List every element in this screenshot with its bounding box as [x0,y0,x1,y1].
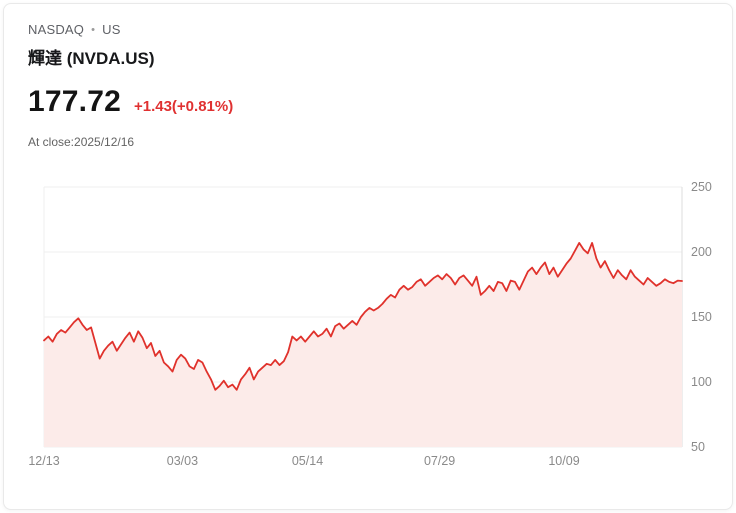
price-change: +1.43(+0.81%) [133,98,234,115]
y-axis-tick-label: 250 [691,180,712,194]
exchange-row: NASDAQ • US [28,22,708,37]
x-axis-tick-label: 03/03 [167,454,198,468]
y-axis-tick-label: 50 [691,440,705,454]
stock-title: 輝達 (NVDA.US) [28,49,155,68]
last-price: 177.72 [28,85,121,118]
as-of-note: At close:2025/12/16 [28,135,135,149]
price-line [43,242,683,391]
x-axis-tick-label: 05/14 [292,454,323,468]
exchange-label: NASDAQ [28,22,85,37]
x-axis-tick-label: 07/29 [424,454,455,468]
stock-quote-card: NASDAQ • US 輝達 (NVDA.US) 177.72 +1.43(+0… [3,3,733,510]
region-label: US [102,22,121,37]
price-chart-svg[interactable]: 250 200 150 100 50 12/13 03/03 05/14 07/29 10/09 [4,167,733,477]
y-axis-tick-label: 100 [691,375,712,389]
x-axis-tick-label: 12/13 [28,454,59,468]
price-area-fill [44,242,682,447]
quote-header: NASDAQ • US 輝達 (NVDA.US) 177.72 +1.43(+0… [4,4,732,149]
dot-separator: • [91,23,96,36]
x-axis-tick-label: 10/09 [548,454,579,468]
price-row: 177.72 +1.43(+0.81%) [28,85,708,119]
price-chart[interactable]: 250 200 150 100 50 12/13 03/03 05/14 07/29 10/09 [4,167,733,477]
y-axis-tick-label: 150 [691,310,712,324]
y-axis-tick-label: 200 [691,245,712,259]
